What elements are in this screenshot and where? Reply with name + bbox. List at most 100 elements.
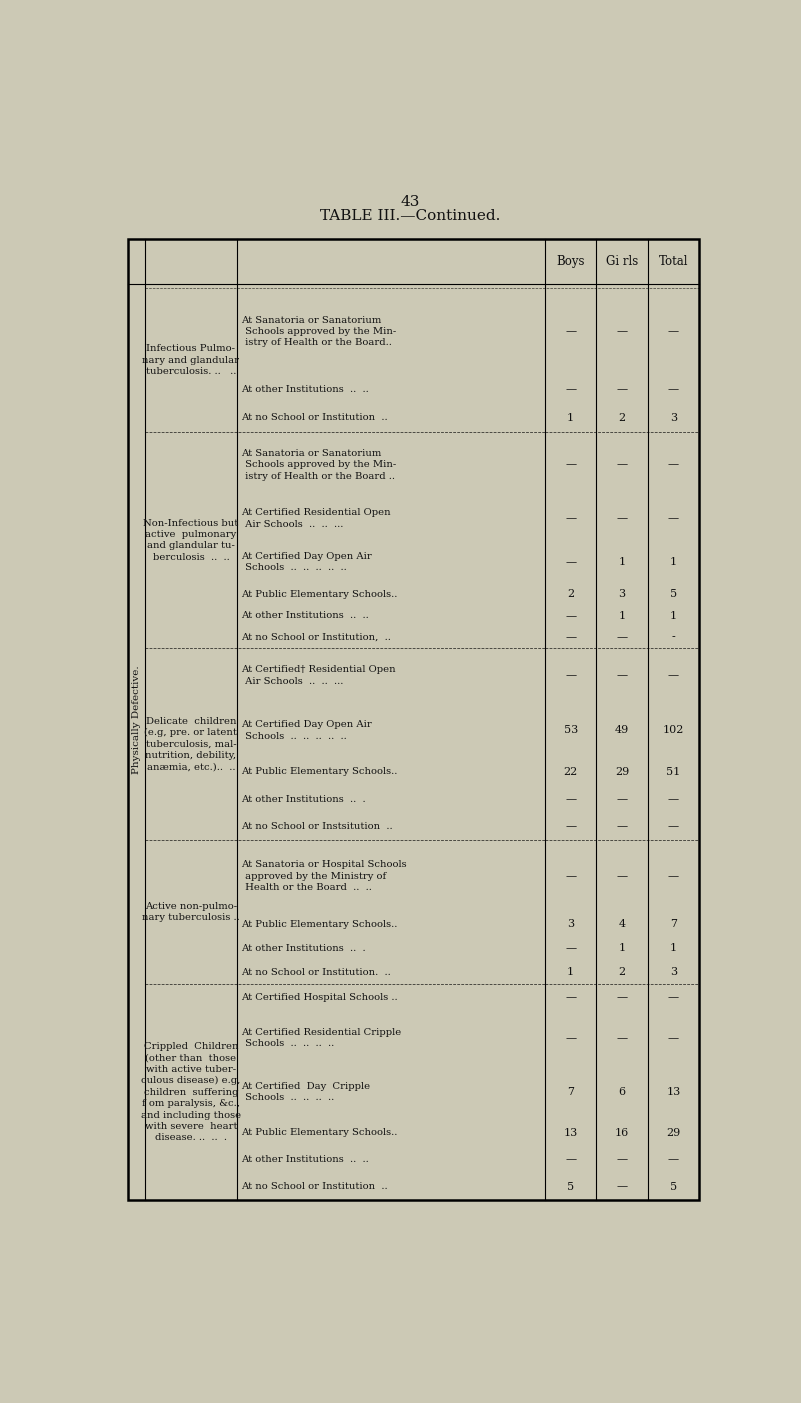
Text: At Public Elementary Schools..: At Public Elementary Schools.. [242, 1128, 398, 1136]
Text: —: — [668, 460, 679, 470]
Text: At other Institutions  ..  ..: At other Institutions .. .. [242, 384, 369, 394]
Text: At other Institutions  ..  .: At other Institutions .. . [242, 794, 366, 804]
Text: 5: 5 [567, 1181, 574, 1191]
Text: —: — [566, 610, 576, 620]
Text: At no School or Institution,  ..: At no School or Institution, .. [242, 633, 392, 643]
Text: 1: 1 [618, 943, 626, 953]
Text: 102: 102 [662, 725, 684, 735]
Text: 1: 1 [618, 557, 626, 567]
Text: —: — [668, 327, 679, 337]
Text: 2: 2 [618, 412, 626, 422]
Text: Non-Infectious but
active  pulmonary
and glandular tu-
berculosis  ..  ..: Non-Infectious but active pulmonary and … [143, 519, 239, 561]
Text: —: — [617, 460, 628, 470]
Text: At no School or Institution.  ..: At no School or Institution. .. [242, 968, 391, 976]
Text: Delicate  children
(e.g, pre. or latent
tuberculosis, mal-
nutrition, debility,
: Delicate children (e.g, pre. or latent t… [144, 717, 237, 772]
Text: —: — [668, 384, 679, 394]
Text: —: — [668, 671, 679, 680]
Text: 7: 7 [670, 919, 677, 929]
Text: 43: 43 [400, 195, 421, 209]
Text: —: — [617, 992, 628, 1003]
Text: 29: 29 [666, 1128, 681, 1138]
Text: Active non-pulmo-
nary tuberculosis ..: Active non-pulmo- nary tuberculosis .. [142, 902, 239, 922]
Text: Gi rls: Gi rls [606, 255, 638, 268]
Text: —: — [617, 1155, 628, 1164]
Text: 3: 3 [670, 412, 677, 422]
Text: —: — [566, 1155, 576, 1164]
Text: —: — [617, 384, 628, 394]
Text: 1: 1 [670, 943, 677, 953]
Text: 3: 3 [567, 919, 574, 929]
Text: —: — [566, 871, 576, 881]
Text: At Sanatoria or Hospital Schools
 approved by the Ministry of
 Health or the Boa: At Sanatoria or Hospital Schools approve… [242, 860, 407, 892]
Text: 1: 1 [567, 412, 574, 422]
Text: —: — [617, 513, 628, 523]
Text: Crippled  Children
(other than  those
with active tuber-
culous disease) e.g,
ch: Crippled Children (other than those with… [141, 1041, 241, 1142]
Text: 5: 5 [670, 1181, 677, 1191]
Text: 2: 2 [618, 967, 626, 976]
Text: —: — [566, 821, 576, 832]
Text: 49: 49 [615, 725, 630, 735]
Text: Total: Total [658, 255, 688, 268]
Text: At Public Elementary Schools..: At Public Elementary Schools.. [242, 589, 398, 599]
Text: —: — [566, 633, 576, 643]
Text: 4: 4 [618, 919, 626, 929]
Text: —: — [617, 794, 628, 804]
Text: —: — [668, 794, 679, 804]
Text: —: — [566, 384, 576, 394]
Text: At other Institutions  ..  ..: At other Institutions .. .. [242, 612, 369, 620]
Text: 51: 51 [666, 766, 681, 777]
Text: At no School or Institution  ..: At no School or Institution .. [242, 1183, 388, 1191]
Text: —: — [668, 1033, 679, 1042]
Text: —: — [668, 1155, 679, 1164]
Text: 13: 13 [666, 1087, 681, 1097]
Text: 13: 13 [564, 1128, 578, 1138]
Text: —: — [617, 1181, 628, 1191]
Text: 1: 1 [670, 610, 677, 620]
Text: Boys: Boys [557, 255, 585, 268]
Text: —: — [617, 633, 628, 643]
Text: At other Institutions  ..  ..: At other Institutions .. .. [242, 1155, 369, 1164]
Text: 3: 3 [618, 589, 626, 599]
Text: At other Institutions  ..  .: At other Institutions .. . [242, 944, 366, 953]
Text: At Sanatoria or Sanatorium
 Schools approved by the Min-
 istry of Health or the: At Sanatoria or Sanatorium Schools appro… [242, 449, 396, 481]
Text: —: — [668, 992, 679, 1003]
Bar [128, 239, 699, 1200]
Text: —: — [668, 513, 679, 523]
Text: 1: 1 [670, 557, 677, 567]
Text: —: — [566, 460, 576, 470]
Text: -: - [671, 633, 675, 643]
Text: —: — [617, 671, 628, 680]
Text: 16: 16 [615, 1128, 630, 1138]
Text: 1: 1 [618, 610, 626, 620]
Text: At Certified  Day  Cripple
 Schools  ..  ..  ..  ..: At Certified Day Cripple Schools .. .. .… [242, 1082, 371, 1103]
Text: 6: 6 [618, 1087, 626, 1097]
Text: —: — [617, 1033, 628, 1042]
Text: At no School or Institution  ..: At no School or Institution .. [242, 414, 388, 422]
Text: —: — [566, 794, 576, 804]
Text: —: — [566, 327, 576, 337]
Text: 5: 5 [670, 589, 677, 599]
Text: —: — [566, 992, 576, 1003]
Text: —: — [566, 943, 576, 953]
Text: —: — [617, 871, 628, 881]
Text: 7: 7 [567, 1087, 574, 1097]
Text: At Public Elementary Schools..: At Public Elementary Schools.. [242, 919, 398, 929]
Text: At Sanatoria or Sanatorium
 Schools approved by the Min-
 istry of Health or the: At Sanatoria or Sanatorium Schools appro… [242, 316, 396, 348]
Text: 53: 53 [564, 725, 578, 735]
Text: —: — [617, 821, 628, 832]
Text: At Certified Residential Cripple
 Schools  ..  ..  ..  ..: At Certified Residential Cripple Schools… [242, 1028, 402, 1048]
Text: Physically Defective.: Physically Defective. [132, 665, 141, 773]
Text: —: — [566, 557, 576, 567]
Text: 3: 3 [670, 967, 677, 976]
Text: —: — [566, 1033, 576, 1042]
Text: At no School or Instsitution  ..: At no School or Instsitution .. [242, 822, 393, 831]
Text: At Certified† Residential Open
 Air Schools  ..  ..  ...: At Certified† Residential Open Air Schoo… [242, 665, 396, 686]
Text: Infectious Pulmo-
nary and glandular
tuberculosis. ..   ..: Infectious Pulmo- nary and glandular tub… [143, 344, 239, 376]
Text: 29: 29 [615, 766, 630, 777]
Text: At Certified Residential Open
 Air Schools  ..  ..  ...: At Certified Residential Open Air School… [242, 508, 391, 529]
Text: —: — [617, 327, 628, 337]
Text: —: — [566, 671, 576, 680]
Text: 1: 1 [567, 967, 574, 976]
Text: 22: 22 [564, 766, 578, 777]
Text: —: — [668, 871, 679, 881]
